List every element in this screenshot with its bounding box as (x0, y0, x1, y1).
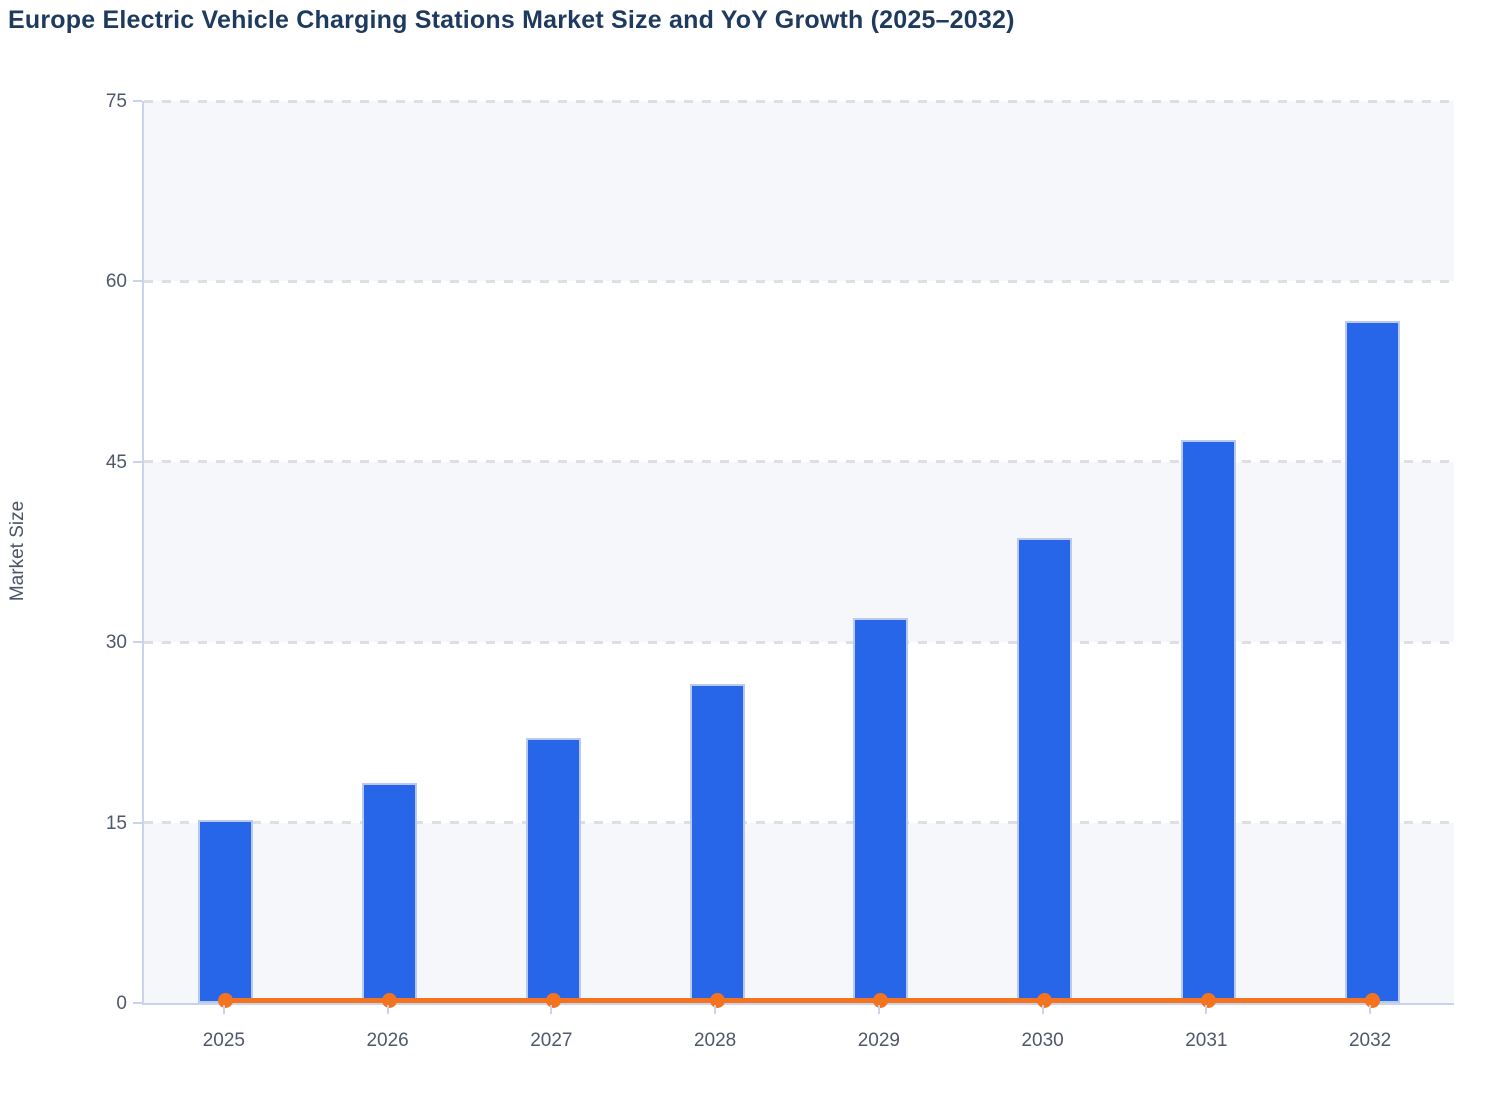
bar-2026[interactable] (362, 782, 418, 1003)
x-tick-label: 2030 (1021, 1030, 1064, 1051)
x-tick-label: 2031 (1185, 1030, 1228, 1051)
yoy-marker-2031[interactable] (1200, 993, 1216, 1009)
bar-2031[interactable] (1180, 440, 1236, 1003)
chart-title: Europe Electric Vehicle Charging Station… (8, 6, 1015, 34)
x-tick-label: 2028 (693, 1030, 737, 1051)
bar-2029[interactable] (853, 618, 909, 1003)
x-tick-label: 2032 (1348, 1030, 1392, 1051)
y-axis-tick (133, 100, 142, 102)
y-tick-label: 45 (105, 451, 127, 473)
y-axis-tick (133, 460, 142, 463)
yoy-marker-2028[interactable] (709, 993, 725, 1009)
yoy-marker-2029[interactable] (873, 993, 889, 1009)
gridline (144, 640, 1454, 644)
gridline (144, 99, 1454, 103)
plot-band (144, 101, 1454, 282)
y-axis-tick (133, 821, 142, 824)
yoy-marker-2026[interactable] (382, 993, 398, 1009)
bar-2025[interactable] (198, 820, 254, 1003)
bar-2032[interactable] (1344, 321, 1400, 1003)
yoy-marker-2025[interactable] (218, 993, 234, 1009)
x-axis-tick (386, 1005, 389, 1014)
x-tick-label: 2026 (366, 1030, 409, 1051)
y-axis-title: Market Size (7, 500, 28, 602)
bar-2030[interactable] (1017, 537, 1073, 1003)
yoy-marker-2027[interactable] (545, 993, 561, 1009)
x-tick-label: 2027 (530, 1030, 573, 1051)
plot-band (144, 822, 1454, 1003)
x-axis-tick (222, 1005, 225, 1014)
x-axis-tick (1041, 1005, 1044, 1014)
bar-2028[interactable] (689, 684, 745, 1003)
x-axis-tick (550, 1005, 553, 1014)
y-tick-label: 60 (105, 271, 127, 293)
yoy-marker-2030[interactable] (1037, 993, 1053, 1009)
gridline (144, 279, 1454, 283)
y-axis-tick (133, 641, 142, 644)
gridline (144, 821, 1454, 825)
x-tick-label: 2029 (857, 1030, 901, 1051)
bar-2027[interactable] (525, 738, 581, 1003)
plot-area (142, 99, 1454, 1009)
y-axis-tick (133, 280, 142, 283)
x-axis-tick (1205, 1005, 1208, 1014)
y-tick-label: 30 (105, 632, 127, 654)
yoy-growth-line (225, 998, 1373, 1004)
y-axis-tick (133, 1002, 142, 1004)
yoy-marker-2032[interactable] (1364, 993, 1380, 1009)
gridline (144, 460, 1454, 464)
x-axis-tick (714, 1005, 717, 1014)
x-axis-tick (1369, 1005, 1372, 1014)
y-tick-label: 15 (105, 812, 127, 834)
x-axis-tick (877, 1005, 880, 1014)
y-tick-label: 0 (116, 993, 127, 1014)
x-tick-label: 2025 (202, 1030, 246, 1051)
y-tick-label: 75 (105, 91, 127, 112)
plot-band (144, 461, 1454, 643)
